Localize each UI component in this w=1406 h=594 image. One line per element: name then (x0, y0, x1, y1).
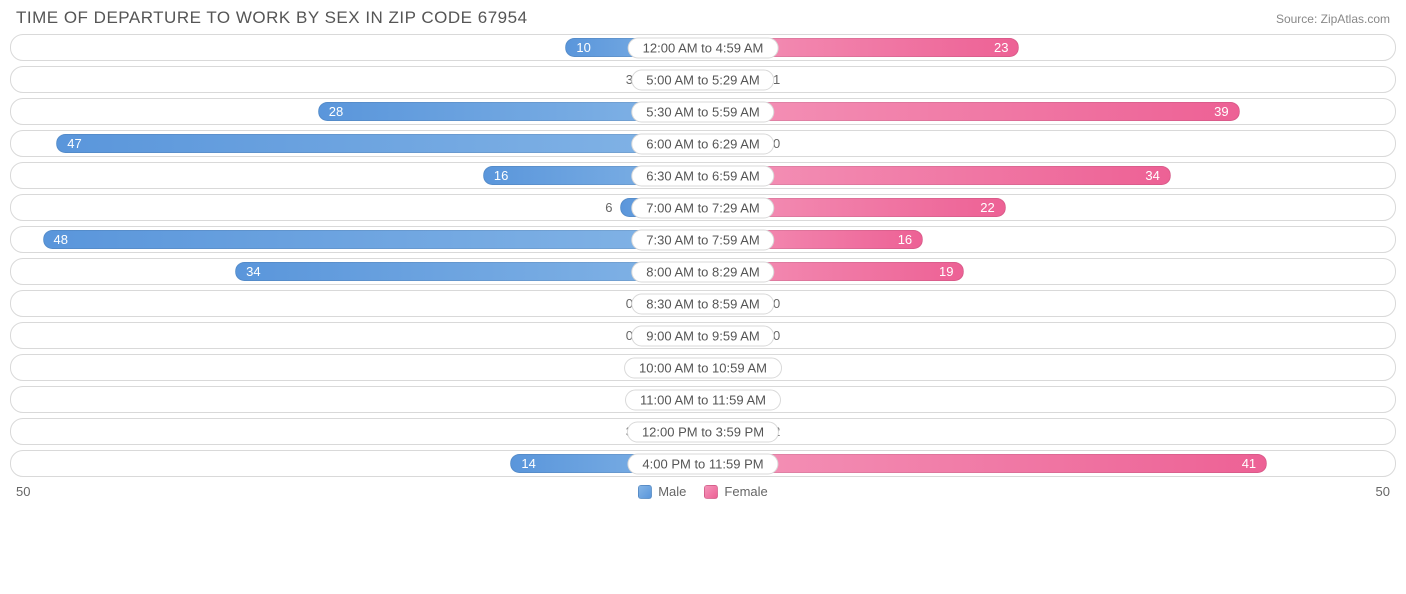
male-half: 3 (11, 67, 703, 92)
chart-row: 12:00 PM to 3:59 PM32 (10, 418, 1396, 445)
male-bar: 47 (56, 134, 703, 153)
male-swatch-icon (638, 485, 652, 499)
butterfly-chart: 12:00 AM to 4:59 AM10235:00 AM to 5:29 A… (10, 34, 1396, 477)
chart-row: 6:30 AM to 6:59 AM 16 34 (10, 162, 1396, 189)
female-value: 16 (898, 232, 912, 247)
row-category-label: 5:00 AM to 5:29 AM (631, 69, 774, 90)
chart-row: 11:00 AM to 11:59 AM00 (10, 386, 1396, 413)
male-half: 0 (11, 291, 703, 316)
chart-title: TIME OF DEPARTURE TO WORK BY SEX IN ZIP … (16, 8, 528, 28)
female-half: 16 (703, 227, 1395, 252)
male-half: 0 (11, 323, 703, 348)
male-value: 47 (67, 136, 81, 151)
female-value: 23 (994, 40, 1008, 55)
chart-source: Source: ZipAtlas.com (1276, 12, 1390, 26)
male-half: 34 (11, 259, 703, 284)
chart-row: 8:30 AM to 8:59 AM00 (10, 290, 1396, 317)
source-prefix: Source: (1276, 12, 1321, 26)
female-half: 22 (703, 195, 1395, 220)
female-half: 2 (703, 419, 1395, 444)
female-half: 0 (703, 323, 1395, 348)
male-half: 0 (11, 355, 703, 380)
row-category-label: 12:00 PM to 3:59 PM (627, 421, 779, 442)
chart-row: 7:00 AM to 7:29 AM 6 22 (10, 194, 1396, 221)
legend-label-female: Female (724, 484, 767, 499)
female-half: 0 (703, 355, 1395, 380)
female-bar: 39 (703, 102, 1240, 121)
female-swatch-icon (704, 485, 718, 499)
row-category-label: 4:00 PM to 11:59 PM (627, 453, 778, 474)
row-category-label: 8:30 AM to 8:59 AM (631, 293, 774, 314)
female-half: 19 (703, 259, 1395, 284)
chart-row: 7:30 AM to 7:59 AM 48 16 (10, 226, 1396, 253)
row-category-label: 7:00 AM to 7:29 AM (631, 197, 774, 218)
legend-item-male: Male (638, 484, 686, 499)
male-half: 48 (11, 227, 703, 252)
axis-max-left: 50 (16, 484, 30, 499)
male-half: 28 (11, 99, 703, 124)
row-category-label: 10:00 AM to 10:59 AM (624, 357, 782, 378)
male-value: 10 (576, 40, 590, 55)
row-category-label: 6:00 AM to 6:29 AM (631, 133, 774, 154)
chart-footer: 50 Male Female 50 (10, 482, 1396, 499)
male-half: 6 (11, 195, 703, 220)
source-name: ZipAtlas.com (1321, 12, 1390, 26)
chart-container: TIME OF DEPARTURE TO WORK BY SEX IN ZIP … (0, 0, 1406, 503)
female-value: 39 (1214, 104, 1228, 119)
female-bar: 41 (703, 454, 1267, 473)
legend-item-female: Female (704, 484, 767, 499)
female-half: 0 (703, 291, 1395, 316)
male-half: 3 (11, 419, 703, 444)
male-value: 48 (54, 232, 68, 247)
legend: Male Female (30, 484, 1375, 499)
male-value: 34 (246, 264, 260, 279)
chart-row: 9:00 AM to 9:59 AM00 (10, 322, 1396, 349)
chart-row: 6:00 AM to 6:29 AM 47 0 (10, 130, 1396, 157)
legend-label-male: Male (658, 484, 686, 499)
chart-row: 12:00 AM to 4:59 AM 10 23 (10, 34, 1396, 61)
male-half: 47 (11, 131, 703, 156)
chart-row: 8:00 AM to 8:29 AM 34 19 (10, 258, 1396, 285)
male-value: 28 (329, 104, 343, 119)
row-category-label: 6:30 AM to 6:59 AM (631, 165, 774, 186)
male-half: 14 (11, 451, 703, 476)
female-half: 34 (703, 163, 1395, 188)
male-half: 16 (11, 163, 703, 188)
axis-max-right: 50 (1376, 484, 1390, 499)
chart-header: TIME OF DEPARTURE TO WORK BY SEX IN ZIP … (10, 8, 1396, 34)
female-half: 1 (703, 67, 1395, 92)
female-value: 19 (939, 264, 953, 279)
row-category-label: 5:30 AM to 5:59 AM (631, 101, 774, 122)
row-category-label: 7:30 AM to 7:59 AM (631, 229, 774, 250)
row-category-label: 11:00 AM to 11:59 AM (625, 389, 781, 410)
chart-row: 5:00 AM to 5:29 AM31 (10, 66, 1396, 93)
male-value: 16 (494, 168, 508, 183)
male-value: 14 (521, 456, 535, 471)
female-half: 39 (703, 99, 1395, 124)
chart-row: 5:30 AM to 5:59 AM 28 39 (10, 98, 1396, 125)
chart-row: 10:00 AM to 10:59 AM00 (10, 354, 1396, 381)
chart-row: 4:00 PM to 11:59 PM 14 41 (10, 450, 1396, 477)
male-bar: 48 (43, 230, 703, 249)
male-half: 0 (11, 387, 703, 412)
female-half: 0 (703, 387, 1395, 412)
row-category-label: 9:00 AM to 9:59 AM (631, 325, 774, 346)
female-value: 34 (1145, 168, 1159, 183)
female-half: 23 (703, 35, 1395, 60)
female-half: 41 (703, 451, 1395, 476)
female-value: 22 (980, 200, 994, 215)
row-category-label: 12:00 AM to 4:59 AM (628, 37, 779, 58)
male-value: 6 (597, 200, 620, 215)
male-half: 10 (11, 35, 703, 60)
female-value: 41 (1242, 456, 1256, 471)
row-category-label: 8:00 AM to 8:29 AM (631, 261, 774, 282)
female-half: 0 (703, 131, 1395, 156)
